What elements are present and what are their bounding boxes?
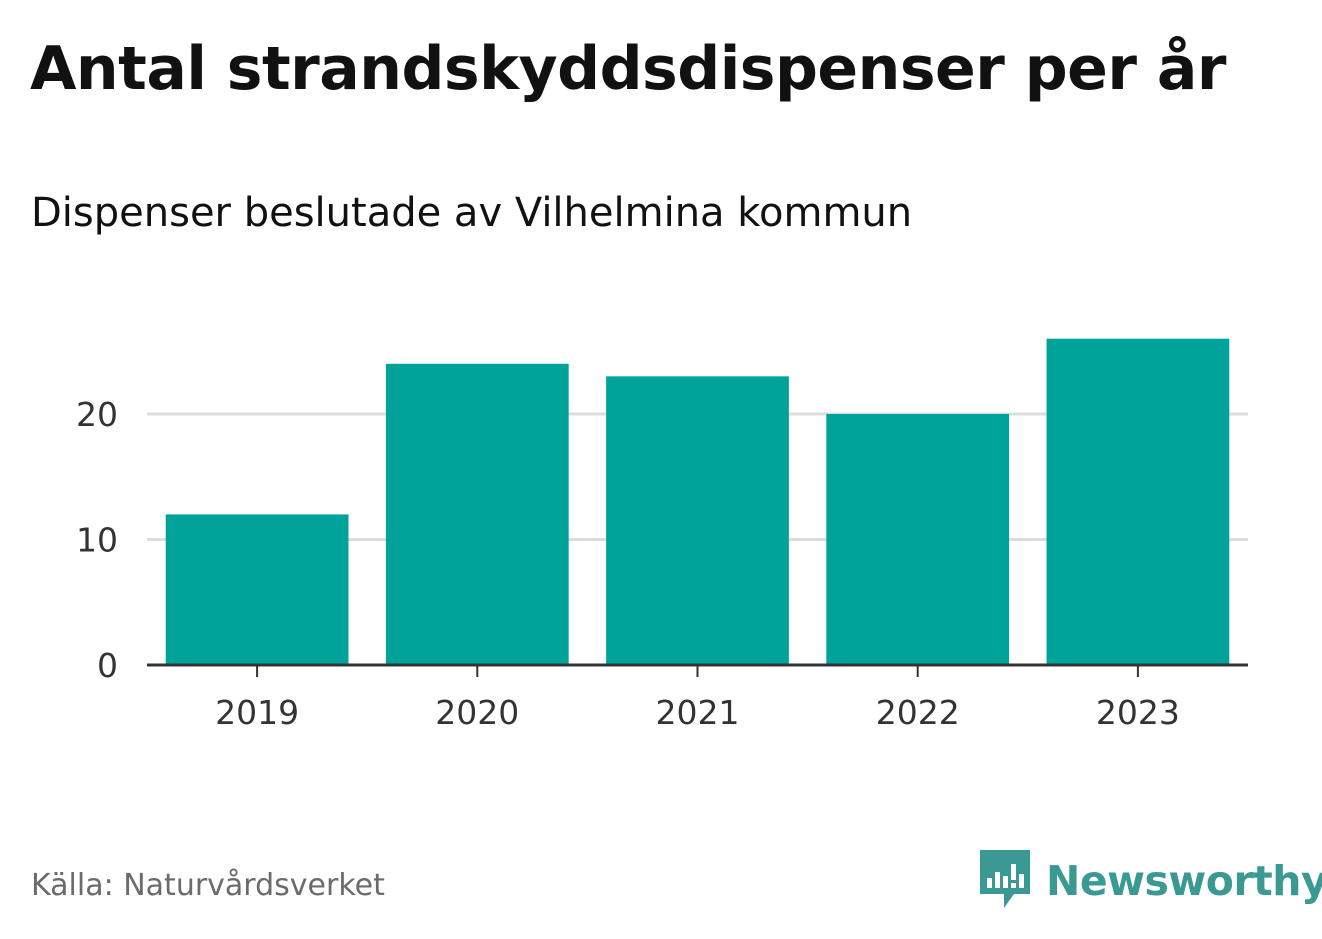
y-tick-label: 20 <box>76 395 118 434</box>
x-axis-ticks: 2019 2020 2021 2022 2023 <box>215 665 1180 732</box>
x-tick-label: 2021 <box>656 693 740 732</box>
bars <box>165 338 1230 665</box>
brand: Newsworthy <box>980 850 1322 912</box>
source-note: Källa: Naturvårdsverket <box>31 868 385 903</box>
y-axis-ticks: 0 10 20 <box>76 395 118 685</box>
chart-subtitle: Dispenser beslutade av Vilhelmina kommun <box>31 190 913 236</box>
bar-2022 <box>826 414 1010 665</box>
x-tick-label: 2023 <box>1096 693 1180 732</box>
brand-name: Newsworthy <box>1046 857 1322 905</box>
bar-2020 <box>385 363 569 665</box>
bar-2023 <box>1046 338 1230 665</box>
x-tick-label: 2020 <box>435 693 519 732</box>
y-tick-label: 10 <box>76 521 118 560</box>
newsworthy-logo-icon <box>980 850 1030 908</box>
bar-2021 <box>606 376 789 665</box>
y-tick-label: 0 <box>97 646 118 685</box>
chart-title: Antal strandskyddsdispenser per år <box>30 34 1226 104</box>
x-tick-label: 2019 <box>215 693 299 732</box>
bar-2019 <box>165 514 349 665</box>
x-tick-label: 2022 <box>876 693 960 732</box>
